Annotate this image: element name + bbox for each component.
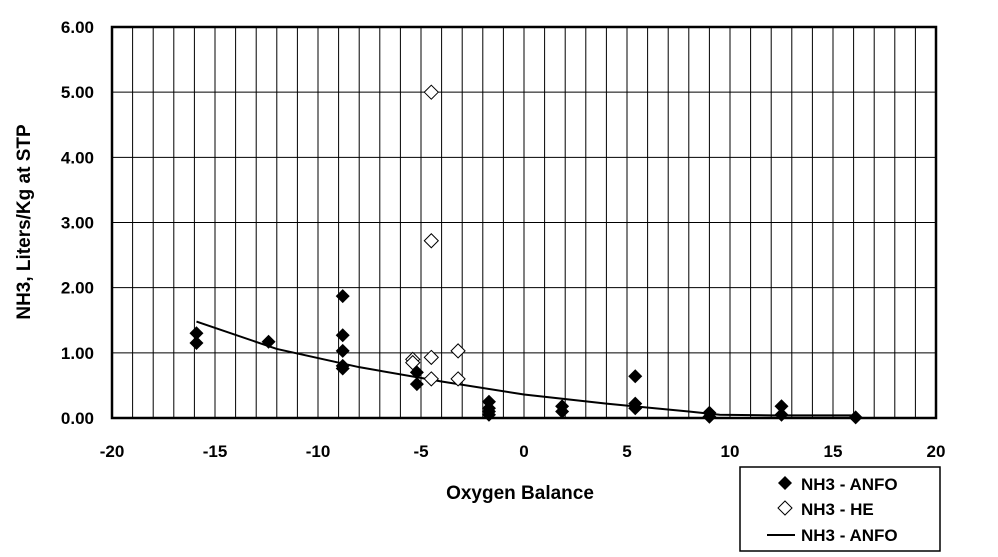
x-tick-labels: -20 -15 -10 -5 0 5 10 15 20 xyxy=(100,442,946,461)
anfo-data-point xyxy=(189,336,204,351)
x-tick-label: 0 xyxy=(519,442,528,461)
anfo-data-point xyxy=(335,361,350,376)
anfo-data-point xyxy=(774,407,789,422)
anfo-data-point xyxy=(702,409,717,424)
y-tick-label: 6.00 xyxy=(61,18,94,37)
anfo-data-point xyxy=(261,334,276,349)
anfo-data-point xyxy=(409,365,424,380)
y-tick-label: 5.00 xyxy=(61,83,94,102)
grid-lines xyxy=(112,27,936,418)
anfo-data-point xyxy=(628,401,643,416)
anfo-data-point xyxy=(409,377,424,392)
plot-area-border xyxy=(110,25,938,420)
he-data-point xyxy=(450,371,466,387)
y-tick-labels: 0.00 1.00 2.00 3.00 4.00 5.00 6.00 xyxy=(61,18,94,428)
legend-open-diamond-icon xyxy=(777,500,793,516)
x-tick-label: 20 xyxy=(927,442,946,461)
anfo-data-point xyxy=(189,326,204,341)
y-tick-label: 4.00 xyxy=(61,148,94,167)
anfo-data-point xyxy=(335,328,350,343)
y-tick-label: 3.00 xyxy=(61,214,94,233)
trend-line xyxy=(196,320,856,417)
x-tick-label: -15 xyxy=(203,442,228,461)
legend-label-he: NH3 - HE xyxy=(801,500,874,519)
data-points xyxy=(189,84,863,425)
x-tick-label: -5 xyxy=(413,442,428,461)
legend-label-anfo-trend: NH3 - ANFO xyxy=(801,526,898,545)
x-axis-label: Oxygen Balance xyxy=(446,483,594,504)
legend-filled-diamond-icon xyxy=(778,476,792,490)
x-tick-label: 5 xyxy=(622,442,631,461)
x-tick-label: -10 xyxy=(306,442,331,461)
anfo-data-point xyxy=(555,404,570,419)
legend-label-anfo: NH3 - ANFO xyxy=(801,475,898,494)
y-tick-label: 2.00 xyxy=(61,279,94,298)
he-data-point xyxy=(423,84,440,100)
he-data-point xyxy=(423,371,440,387)
anfo-data-point xyxy=(774,399,789,414)
anfo-data-point xyxy=(335,289,350,304)
x-tick-label: -20 xyxy=(100,442,125,461)
anfo-data-point xyxy=(335,343,350,358)
he-data-point xyxy=(450,343,466,359)
he-data-point xyxy=(423,233,440,249)
x-tick-label: 10 xyxy=(721,442,740,461)
trend-line-series xyxy=(196,320,856,417)
x-tick-label: 15 xyxy=(824,442,843,461)
y-tick-label: 0.00 xyxy=(61,409,94,428)
legend: NH3 - ANFO NH3 - HE NH3 - ANFO xyxy=(739,466,941,552)
anfo-data-point xyxy=(628,369,643,384)
y-tick-label: 1.00 xyxy=(61,344,94,363)
y-axis-label: NH3, Liters/Kg at STP xyxy=(14,124,35,320)
he-data-point xyxy=(423,349,440,366)
